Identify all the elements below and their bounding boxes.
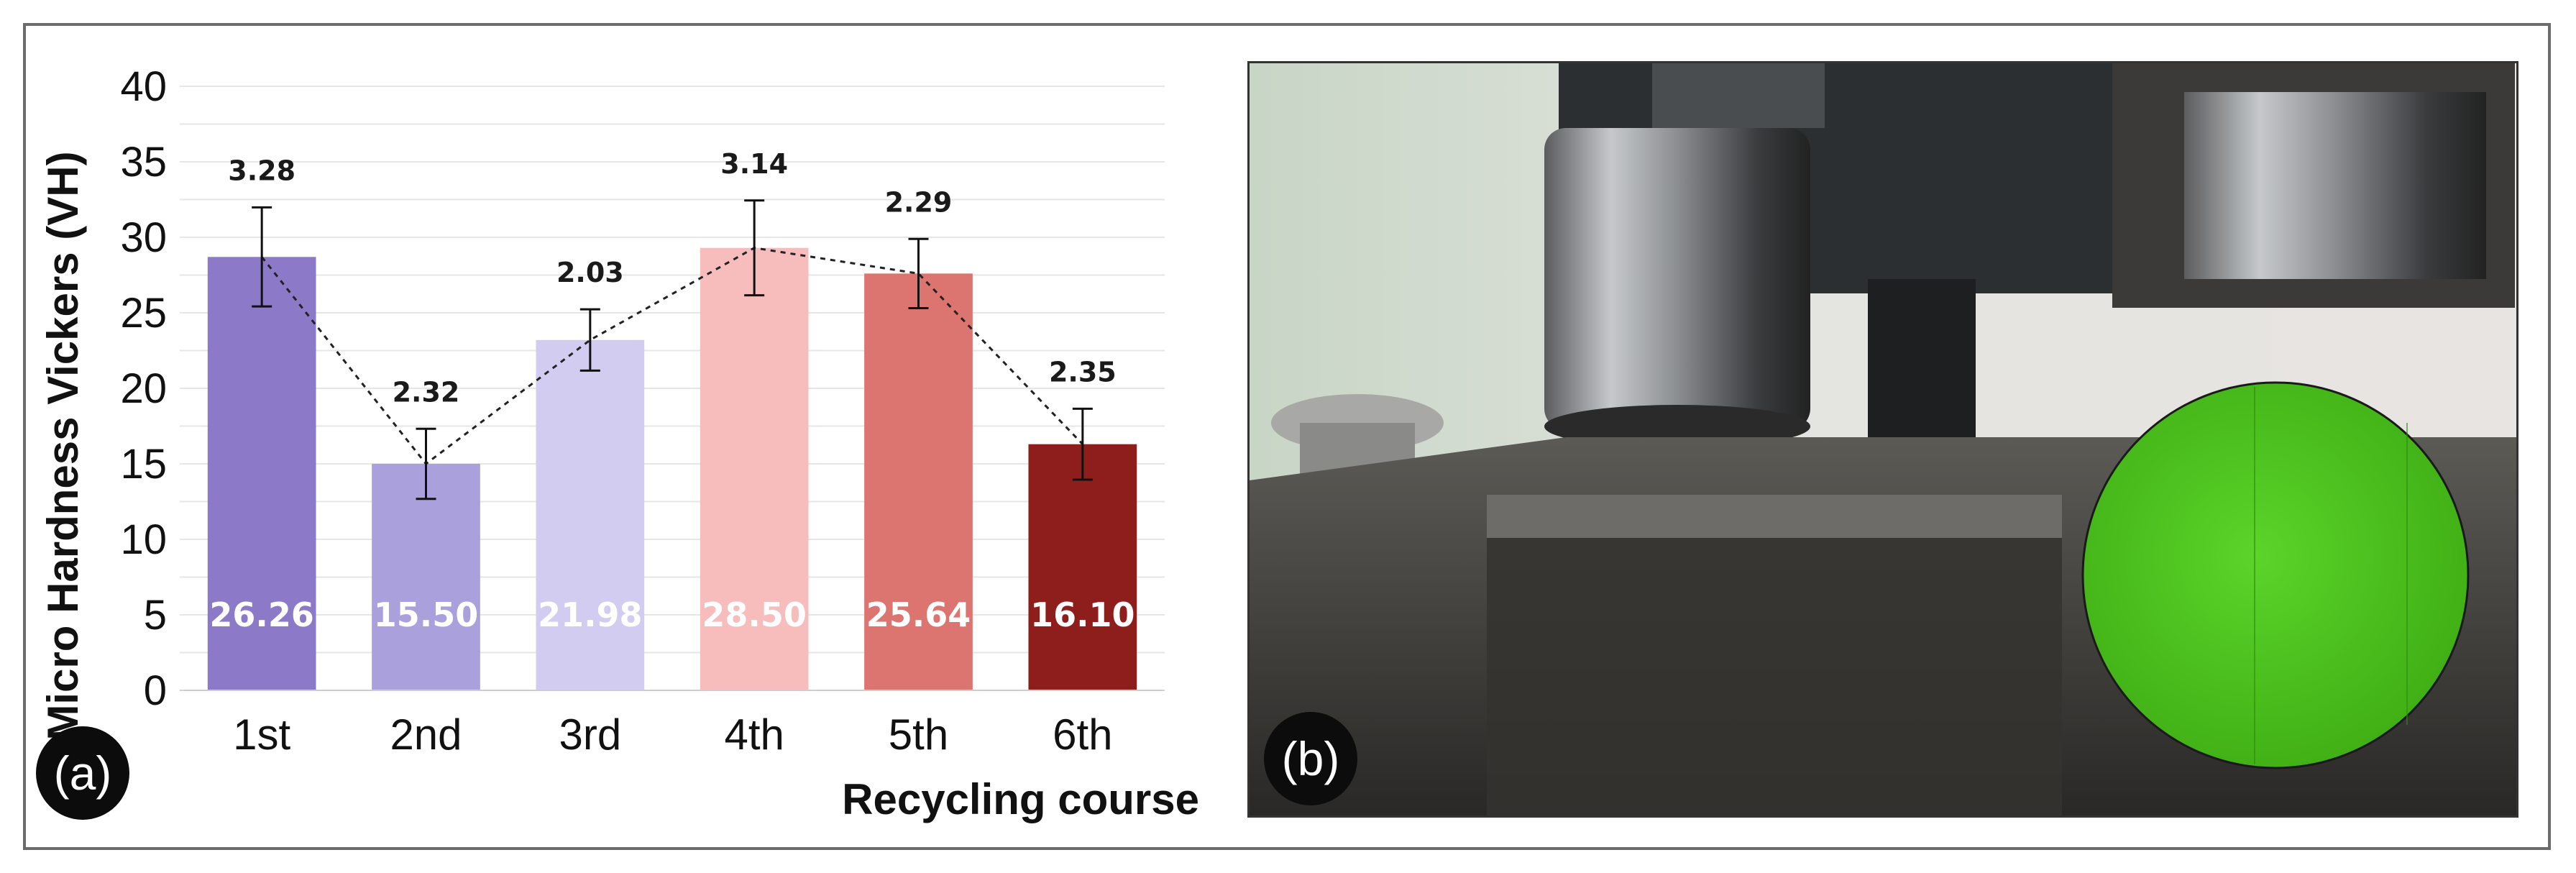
trend-line	[260, 247, 1083, 466]
grid-lines	[180, 86, 1165, 691]
microscope-view-inset	[2081, 381, 2470, 769]
error-label: 2.35	[1049, 356, 1117, 388]
data-labels: 3.28 26.26 2.32 15.50 2.03 21.98 3.14 28.50 2.29…	[209, 148, 1135, 634]
bar-6th	[1028, 444, 1137, 690]
y-tick-label: 0	[144, 667, 167, 714]
x-tick-label: 1st	[233, 710, 290, 759]
x-axis-title: Recycling course	[842, 775, 1199, 823]
panel-label-a: (a)	[36, 726, 129, 820]
indenter-photo: (b)	[1247, 61, 2518, 818]
y-tick-label: 15	[120, 441, 167, 488]
bar-3rd	[536, 339, 645, 690]
x-tick-label: 3rd	[559, 710, 621, 759]
x-tick-label: 6th	[1053, 710, 1112, 759]
y-tick-label: 10	[120, 516, 167, 563]
hardness-bar-chart: 3.28 26.26 2.32 15.50 2.03 21.98 3.14 28.50 2.29…	[39, 63, 1199, 823]
vickers-indenter-photo-icon	[1250, 63, 2516, 815]
x-tick-label: 2nd	[390, 710, 462, 759]
y-tick-label: 25	[120, 290, 167, 337]
value-label: 28.50	[702, 595, 807, 634]
bar-2nd	[372, 464, 480, 690]
error-label: 2.32	[393, 376, 460, 408]
panel-label-b: (b)	[1264, 712, 1357, 805]
value-label: 25.64	[866, 595, 971, 634]
bars	[207, 247, 1137, 690]
y-tick-label: 20	[120, 365, 167, 412]
error-bars	[252, 199, 1093, 501]
error-label: 3.14	[720, 148, 788, 180]
error-label: 2.29	[885, 186, 953, 218]
error-label: 2.03	[556, 257, 624, 288]
bar-1st	[207, 257, 316, 690]
value-label: 15.50	[374, 595, 479, 634]
x-tick-label: 5th	[889, 710, 948, 759]
y-tick-label: 35	[120, 139, 167, 186]
trend-line-dotted	[260, 247, 1083, 466]
y-tick-label: 5	[144, 592, 167, 639]
y-tick-label: 40	[120, 63, 167, 110]
error-label: 3.28	[228, 155, 295, 186]
bar-4th	[700, 247, 809, 690]
value-label: 16.10	[1030, 595, 1135, 634]
y-axis-title: Micro Hardness Vickers (VH)	[39, 151, 87, 740]
hardness-chart-panel: 3.28 26.26 2.32 15.50 2.03 21.98 3.14 28.50 2.29…	[0, 0, 1222, 873]
value-label: 26.26	[209, 595, 314, 634]
bar-5th	[864, 273, 973, 690]
axes: 0 5 10 15 20 25 30 35 40 1st 2nd 3rd 4th 5th 6th	[120, 63, 1165, 759]
value-label: 21.98	[538, 595, 643, 634]
y-tick-label: 30	[120, 214, 167, 261]
x-tick-label: 4th	[724, 710, 784, 759]
